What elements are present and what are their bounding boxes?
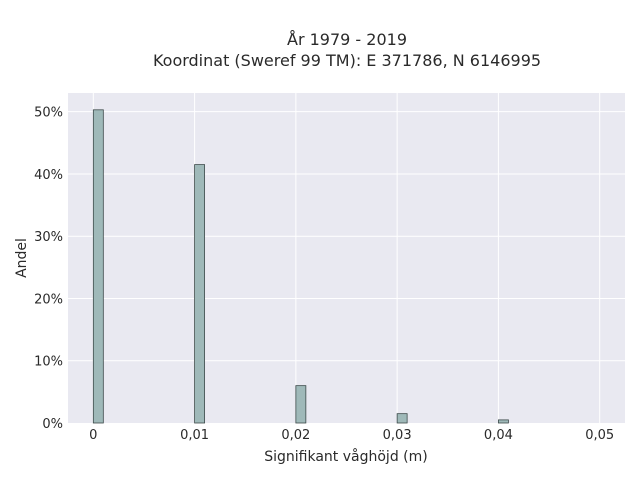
y-tick-label-2: 20% bbox=[34, 292, 63, 307]
bar-4 bbox=[498, 419, 509, 424]
x-tick-label-3: 0,03 bbox=[383, 428, 412, 443]
x-tick-label-1: 0,01 bbox=[180, 428, 209, 443]
chart-title-line-1: År 1979 - 2019 bbox=[287, 30, 407, 49]
y-tick-label-1: 10% bbox=[34, 355, 63, 370]
y-tick-label-5: 50% bbox=[34, 106, 63, 121]
bar-3 bbox=[396, 413, 408, 424]
x-axis-ticks: 0 0,01 0,02 0,03 0,04 0,05 bbox=[89, 428, 614, 443]
x-tick-label-2: 0,02 bbox=[281, 428, 310, 443]
y-axis-label: Andel bbox=[14, 238, 30, 278]
x-tick-label-5: 0,05 bbox=[585, 428, 614, 443]
bar-0 bbox=[92, 109, 104, 424]
y-axis-ticks: 0% 10% 20% 30% 40% 50% bbox=[34, 106, 63, 432]
bar-1 bbox=[194, 164, 205, 424]
y-tick-label-0: 0% bbox=[42, 417, 63, 432]
bar-2 bbox=[295, 385, 307, 424]
y-tick-label-3: 30% bbox=[34, 230, 63, 245]
bars bbox=[92, 109, 509, 424]
x-tick-label-4: 0,04 bbox=[484, 428, 513, 443]
x-axis-label: Signifikant våghöjd (m) bbox=[264, 448, 427, 465]
y-tick-label-4: 40% bbox=[34, 168, 63, 183]
plot-area bbox=[68, 93, 625, 423]
x-tick-label-0: 0 bbox=[89, 428, 97, 443]
chart-title-line-2: Koordinat (Sweref 99 TM): E 371786, N 61… bbox=[153, 51, 541, 70]
